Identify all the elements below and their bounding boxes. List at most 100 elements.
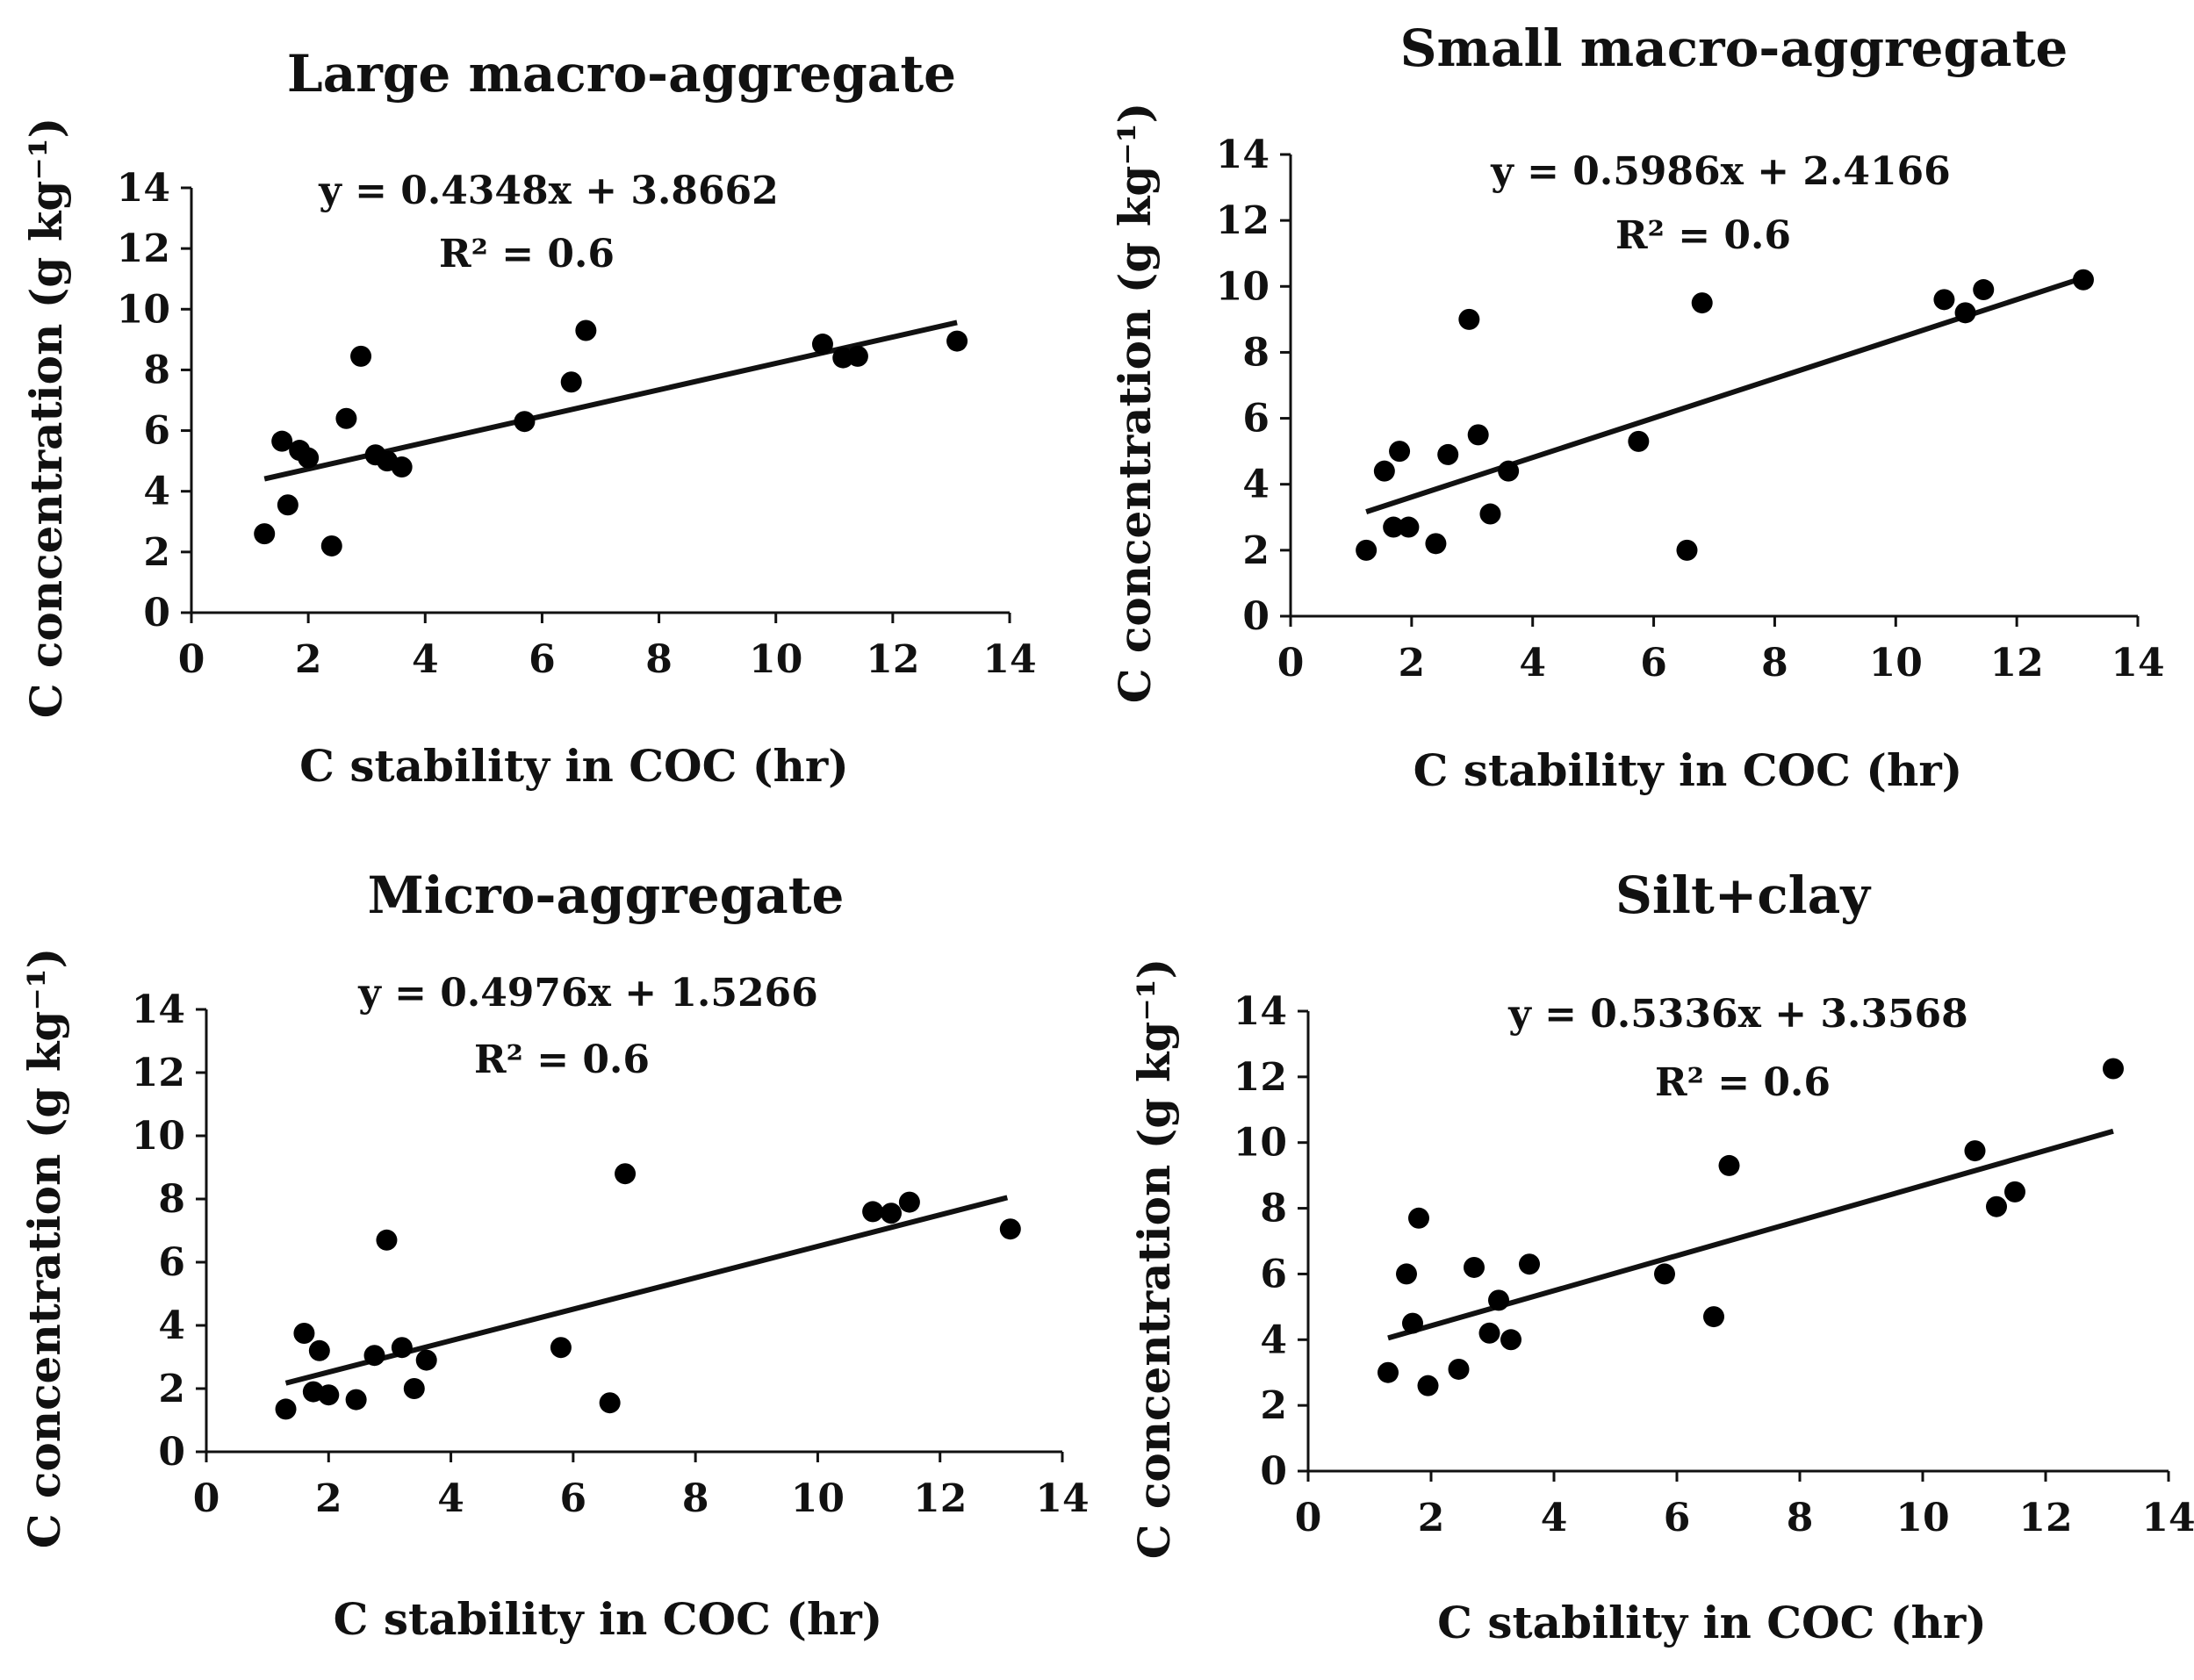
data-point [514, 411, 536, 433]
r-squared-label: R² = 0.6 [1655, 1060, 1831, 1105]
data-point [811, 334, 833, 355]
y-tick-label: 14 [1234, 989, 1287, 1034]
chart-panel-large-macro: Large macro-aggregate 0 2 4 6 8 10 12 14 0 2 4 6 8 10 1… [20, 44, 1037, 792]
y-tick-label: 0 [1242, 594, 1270, 639]
y-tick-label: 14 [132, 987, 185, 1032]
data-point [2072, 269, 2094, 291]
x-axis-label: C stability in COC (hr) [334, 1593, 883, 1645]
data-point [1383, 516, 1405, 538]
x-tick-label: 8 [1761, 641, 1788, 686]
x-tick-label: 2 [1399, 641, 1426, 686]
data-point [550, 1337, 572, 1359]
data-point [318, 1384, 340, 1406]
x-tick-label: 10 [791, 1476, 845, 1521]
regression-equation: y = 0.4976x + 1.5266 [357, 971, 818, 1016]
x-tick-label: 8 [682, 1476, 709, 1521]
data-point [999, 1218, 1021, 1240]
data-point [415, 1349, 437, 1371]
y-tick-label: 4 [158, 1303, 185, 1348]
data-point [1458, 308, 1480, 330]
data-point [1654, 1263, 1675, 1285]
regression-equation: y = 0.5336x + 3.3568 [1507, 992, 1968, 1037]
data-point [1954, 302, 1976, 324]
data-point [1437, 443, 1459, 465]
y-tick-label: 6 [143, 409, 170, 454]
trend-line [1387, 1128, 2114, 1341]
x-tick-label: 14 [982, 637, 1036, 682]
y-tick-label: 8 [143, 348, 170, 392]
data-point [846, 345, 868, 367]
x-tick-label: 10 [749, 637, 802, 682]
data-point [2004, 1181, 2025, 1203]
y-tick-label: 2 [158, 1367, 185, 1411]
x-tick-label: 4 [1541, 1496, 1568, 1540]
x-tick-label: 6 [560, 1476, 587, 1521]
x-tick-label: 12 [1990, 641, 2044, 686]
y-tick-label: 8 [158, 1177, 185, 1222]
data-point [335, 407, 357, 429]
data-point [363, 1345, 385, 1367]
chart-title: Large macro-aggregate [287, 44, 956, 104]
x-tick-label: 0 [178, 637, 205, 682]
y-tick-label: 14 [117, 166, 170, 211]
x-axis-label: C stability in COC (hr) [1437, 1597, 1987, 1648]
y-tick-label: 0 [1260, 1449, 1287, 1494]
data-point [275, 1398, 297, 1420]
data-point [1417, 1375, 1439, 1396]
data-point [1389, 441, 1411, 463]
data-point [1718, 1154, 1740, 1176]
data-point [599, 1392, 621, 1414]
data-point [1488, 1289, 1509, 1311]
data-point [560, 371, 582, 393]
data-point [1500, 1329, 1521, 1351]
x-tick-label: 14 [2141, 1496, 2194, 1540]
y-tick-label: 0 [158, 1430, 185, 1475]
x-tick-label: 12 [866, 637, 919, 682]
y-tick-label: 6 [1242, 397, 1270, 442]
y-tick-label: 10 [132, 1114, 185, 1159]
y-axis-label: C concentration (g kg⁻¹) [18, 948, 70, 1549]
data-point [1628, 430, 1650, 452]
data-point [391, 1337, 413, 1359]
x-tick-label: 8 [645, 637, 673, 682]
data-point [1498, 460, 1520, 482]
x-tick-label: 2 [315, 1476, 342, 1521]
data-point [298, 447, 320, 469]
data-point [946, 330, 968, 352]
x-tick-label: 2 [1418, 1496, 1445, 1540]
x-tick-label: 6 [1640, 641, 1667, 686]
data-point [615, 1163, 637, 1185]
data-point [1691, 292, 1713, 314]
x-tick-label: 14 [2111, 641, 2164, 686]
r-squared-label: R² = 0.6 [439, 232, 615, 276]
data-point [1402, 1312, 1423, 1334]
x-tick-label: 0 [1277, 641, 1305, 686]
y-tick-label: 4 [1242, 463, 1270, 507]
y-tick-label: 4 [143, 470, 170, 514]
y-tick-label: 14 [1216, 133, 1270, 177]
regression-equation: y = 0.5986x + 2.4166 [1490, 149, 1951, 194]
chart-panel-silt-clay: Silt+clay 0 2 4 6 8 10 12 14 0 2 4 6 8 10 12 14 C stabili… [1128, 865, 2194, 1648]
data-point [271, 430, 293, 452]
data-point [403, 1378, 425, 1399]
data-point [1356, 539, 1378, 561]
data-point [1373, 460, 1395, 482]
x-tick-label: 0 [193, 1476, 220, 1521]
data-point [350, 345, 372, 367]
x-axis-label: C stability in COC (hr) [299, 740, 849, 792]
trend-line [284, 1195, 1009, 1386]
x-tick-label: 2 [295, 637, 322, 682]
data-point [1964, 1140, 1986, 1162]
r-squared-label: R² = 0.6 [1615, 213, 1791, 258]
x-tick-label: 10 [1869, 641, 1923, 686]
y-tick-label: 2 [1242, 528, 1270, 573]
chart-title: Silt+clay [1615, 865, 1872, 925]
data-point [1396, 1263, 1417, 1285]
data-point [1378, 1361, 1399, 1383]
chart-title: Micro-aggregate [368, 865, 845, 925]
y-tick-label: 2 [143, 530, 170, 575]
x-tick-label: 10 [1895, 1496, 1949, 1540]
data-point [254, 523, 276, 545]
x-tick-label: 4 [1519, 641, 1546, 686]
chart-panel-small-macro: Small macro-aggregate 0 2 4 6 8 10 12 14 0 2 4 6 8 10 1… [1109, 18, 2165, 796]
